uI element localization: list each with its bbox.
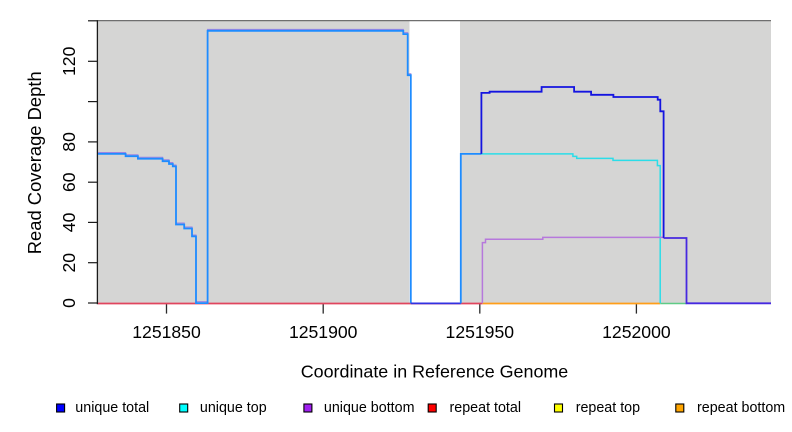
svg-text:80: 80 <box>59 132 79 152</box>
svg-text:unique bottom: unique bottom <box>324 400 415 416</box>
svg-text:1251950: 1251950 <box>446 322 515 342</box>
svg-text:1251900: 1251900 <box>289 322 358 342</box>
svg-text:repeat bottom: repeat bottom <box>697 400 785 416</box>
svg-text:Read Coverage Depth: Read Coverage Depth <box>24 71 45 254</box>
svg-text:repeat total: repeat total <box>450 400 522 416</box>
svg-text:1252000: 1252000 <box>602 322 671 342</box>
svg-text:repeat top: repeat top <box>576 400 640 416</box>
svg-text:0: 0 <box>59 298 79 308</box>
svg-text:40: 40 <box>59 212 79 232</box>
svg-text:1251850: 1251850 <box>132 322 201 342</box>
svg-text:60: 60 <box>59 172 79 192</box>
svg-text:unique top: unique top <box>200 400 267 416</box>
svg-text:Coordinate in Reference Genome: Coordinate in Reference Genome <box>301 361 569 381</box>
svg-text:unique total: unique total <box>75 400 149 416</box>
svg-text:120: 120 <box>59 46 79 76</box>
svg-text:20: 20 <box>59 253 79 273</box>
